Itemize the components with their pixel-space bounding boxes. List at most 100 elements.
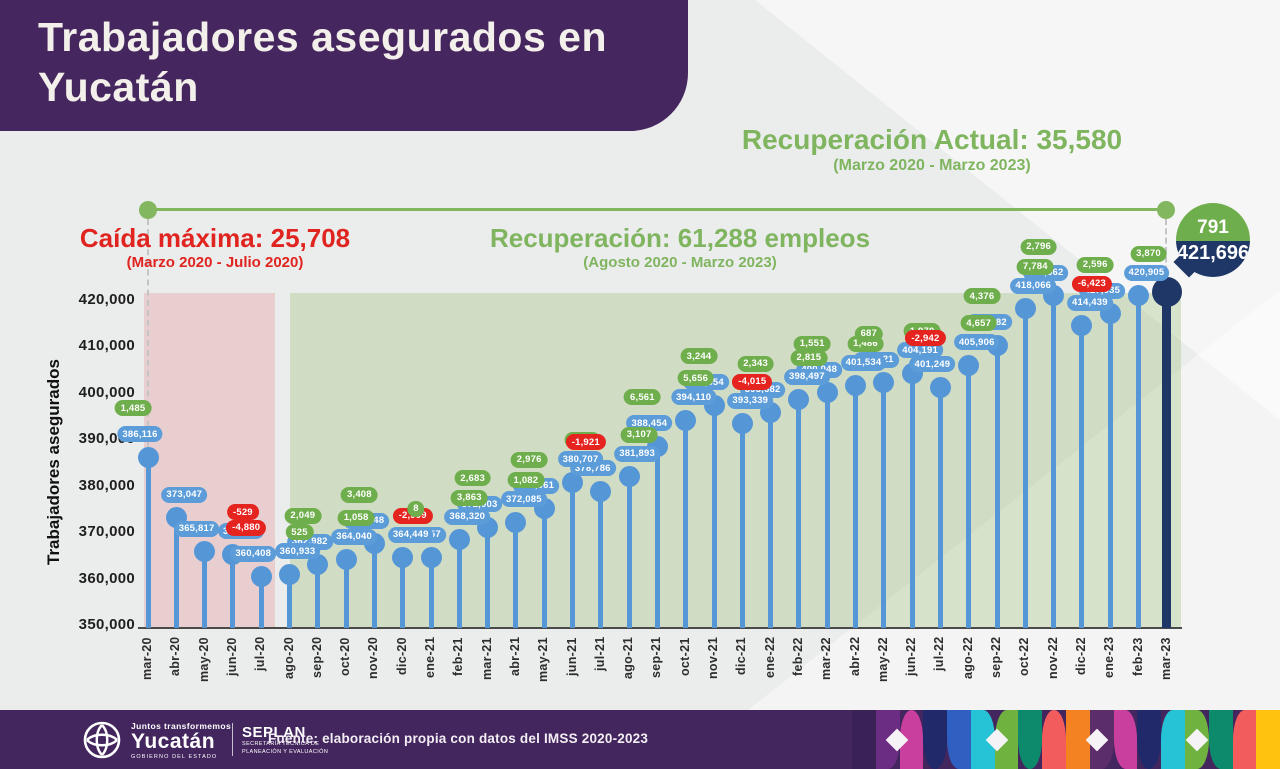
value-label: 418,066 (1010, 277, 1057, 294)
x-tick-label: nov-22 (1045, 637, 1060, 680)
y-tick-label: 360,000 (78, 569, 135, 587)
x-tick-label: may-21 (536, 637, 551, 682)
annotation-title: Recuperación Actual: 35,580 (741, 124, 1123, 155)
x-tick-label: jun-21 (564, 637, 579, 676)
annotation-caida-maxima: Caída máxima: 25,708 (Marzo 2020 - Julio… (75, 223, 355, 271)
x-tick-label: jul-22 (932, 637, 947, 672)
y-tick-label: 410,000 (78, 337, 135, 355)
value-label: 364,449 (387, 526, 434, 543)
lollipop-marker (250, 566, 272, 588)
change-badge: 2,343 (737, 355, 774, 372)
x-tick-label: sep-21 (649, 637, 664, 679)
x-tick-label: dic-22 (1073, 637, 1088, 675)
lollipop-stick (1079, 325, 1085, 628)
lollipop-marker (873, 372, 895, 394)
change-badge: -4,015 (732, 373, 773, 390)
x-tick-label: jun-20 (224, 637, 239, 676)
change-badge: 1,082 (507, 472, 545, 489)
lollipop-marker (137, 446, 159, 468)
yucatan-knot-icon (83, 721, 121, 759)
footer-divider (232, 723, 233, 756)
value-label: 364,040 (331, 528, 377, 545)
y-tick-label: 350,000 (78, 616, 135, 633)
lollipop-stick (824, 392, 830, 628)
bubble-circle: 791 421,696 (1176, 203, 1250, 277)
change-badge: 5,656 (677, 370, 715, 387)
x-tick-label: dic-21 (734, 637, 749, 675)
lollipop-stick (881, 382, 887, 628)
change-badge: 1,551 (793, 335, 831, 352)
change-badge: 2,596 (1076, 256, 1114, 273)
y-tick-label: 420,000 (78, 291, 135, 308)
decorative-pattern (852, 710, 1280, 769)
lollipop-stick (456, 539, 462, 628)
x-tick-label: ago-20 (281, 637, 296, 680)
lollipop-stick (1051, 295, 1057, 628)
lollipop-stick (258, 576, 264, 628)
lollipop-marker (279, 563, 300, 585)
value-label: 398,497 (784, 368, 830, 385)
change-badge: 3,863 (450, 489, 488, 506)
government-logo: Juntos transformemos Yucatán GOBIERNO DE… (82, 720, 231, 760)
lollipop-stick (739, 423, 745, 628)
x-axis-line (138, 627, 1182, 629)
lollipop-marker (845, 375, 866, 397)
lollipop-stick (1107, 313, 1113, 628)
change-badge: 3,408 (341, 486, 378, 503)
footer-bar: Juntos transformemos Yucatán GOBIERNO DE… (0, 710, 1280, 769)
annotation-subtitle: (Marzo 2020 - Marzo 2023) (833, 157, 1031, 174)
x-tick-label: jun-22 (904, 637, 919, 676)
x-tick-label: jul-20 (253, 637, 268, 672)
recovery-span-line (148, 208, 1166, 211)
pattern-block (1018, 710, 1043, 769)
value-label: 380,707 (557, 451, 604, 468)
lollipop-stick (966, 365, 972, 628)
pattern-block (1066, 710, 1090, 769)
x-tick-label: oct-21 (677, 637, 692, 676)
value-label: 414,439 (1067, 294, 1113, 311)
lollipop-stick (796, 399, 802, 628)
logo-tagline: Juntos transformemos (131, 720, 232, 731)
seplan-subtitle-line2: PLANEACIÓN Y EVALUACIÓN (242, 748, 329, 755)
value-label: 368,320 (444, 508, 491, 525)
lollipop-stick (513, 522, 519, 628)
change-badge: 2,976 (510, 451, 548, 468)
y-tick-label: 380,000 (78, 476, 135, 494)
recuperacion-region (289, 293, 1181, 628)
value-label: 372,085 (501, 491, 547, 508)
lollipop-marker (816, 382, 838, 404)
y-tick-label: 370,000 (78, 523, 135, 541)
dashed-connector-left (147, 219, 149, 447)
change-badge: -6,423 (1071, 275, 1112, 292)
lollipop-marker (788, 389, 810, 411)
pattern-block (1161, 710, 1185, 769)
lollipop-marker (420, 547, 442, 569)
lollipop-marker (1128, 285, 1149, 307)
change-badge: 525 (285, 524, 314, 541)
pattern-block (923, 710, 948, 769)
lollipop-stick (994, 345, 1000, 628)
lollipop-stick (371, 543, 377, 628)
lollipop-marker (505, 511, 527, 533)
header-banner: Trabajadores asegurados en Yucatán (0, 0, 688, 131)
change-badge: -2,942 (905, 330, 946, 347)
x-tick-label: mar-21 (479, 637, 494, 680)
final-value-bubble: 791 421,696 (1173, 203, 1250, 278)
change-badge: 2,796 (1020, 238, 1057, 255)
pattern-block (1232, 710, 1257, 769)
x-tick-label: mar-23 (1158, 637, 1173, 680)
lollipop-marker (1071, 315, 1093, 337)
value-label: 393,339 (727, 392, 774, 409)
change-badge: 3,107 (620, 426, 658, 443)
page-title-line1: Trabajadores asegurados en (38, 14, 608, 60)
seplan-subtitle-line1: SECRETARÍA TÉCNICA DE (242, 741, 320, 747)
pattern-block (852, 710, 876, 769)
annotation-recuperacion-actual: Recuperación Actual: 35,580 (Marzo 2020 … (712, 124, 1152, 175)
x-tick-label: nov-20 (366, 637, 381, 680)
change-badge: 2,815 (790, 349, 828, 366)
value-label: 365,817 (173, 520, 220, 537)
lollipop-marker (929, 376, 951, 398)
x-tick-label: oct-22 (1017, 637, 1032, 676)
page-title: Trabajadores asegurados en Yucatán (38, 12, 607, 112)
